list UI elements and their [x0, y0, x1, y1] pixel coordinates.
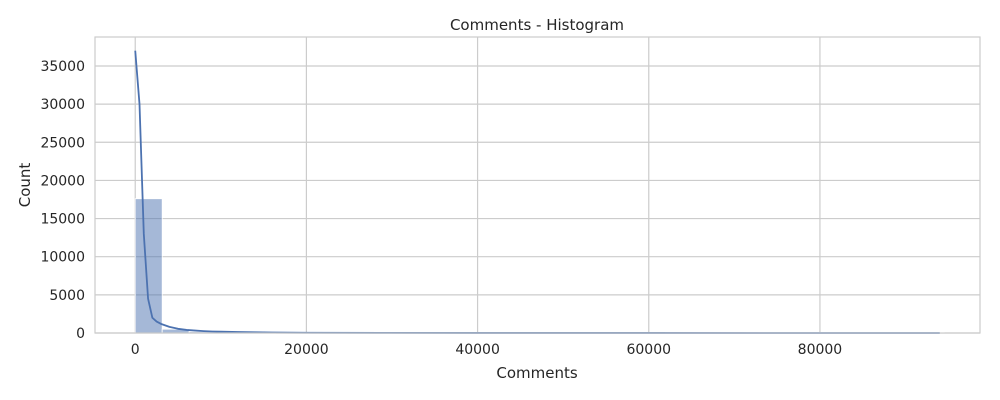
x-tick-label-3: 60000	[626, 342, 671, 358]
x-axis-label: Comments	[496, 364, 577, 382]
y-tick-label-5: 25000	[40, 135, 85, 151]
chart-title: Comments - Histogram	[450, 16, 624, 34]
x-axis-ticks: 0 20000 40000 60000 80000	[131, 342, 842, 358]
plot-frame	[94, 36, 981, 334]
plot-area-background	[95, 37, 980, 333]
y-tick-label-0: 0	[76, 326, 85, 342]
x-tick-label-0: 0	[131, 342, 140, 358]
grid	[95, 37, 980, 334]
y-tick-label-6: 30000	[40, 97, 85, 113]
y-tick-label-7: 35000	[40, 59, 85, 75]
x-tick-label-1: 20000	[284, 342, 329, 358]
x-tick-label-4: 80000	[798, 342, 843, 358]
y-tick-label-4: 20000	[40, 173, 85, 189]
y-axis-label: Count	[16, 163, 34, 208]
y-axis-ticks: 0 5000 10000 15000 20000 25000 30000 35000	[40, 59, 85, 342]
x-tick-label-2: 40000	[455, 342, 500, 358]
y-tick-label-3: 15000	[40, 212, 85, 228]
y-tick-label-2: 10000	[40, 250, 85, 266]
histogram-bar-0	[134, 198, 163, 334]
y-tick-label-1: 5000	[49, 288, 85, 304]
